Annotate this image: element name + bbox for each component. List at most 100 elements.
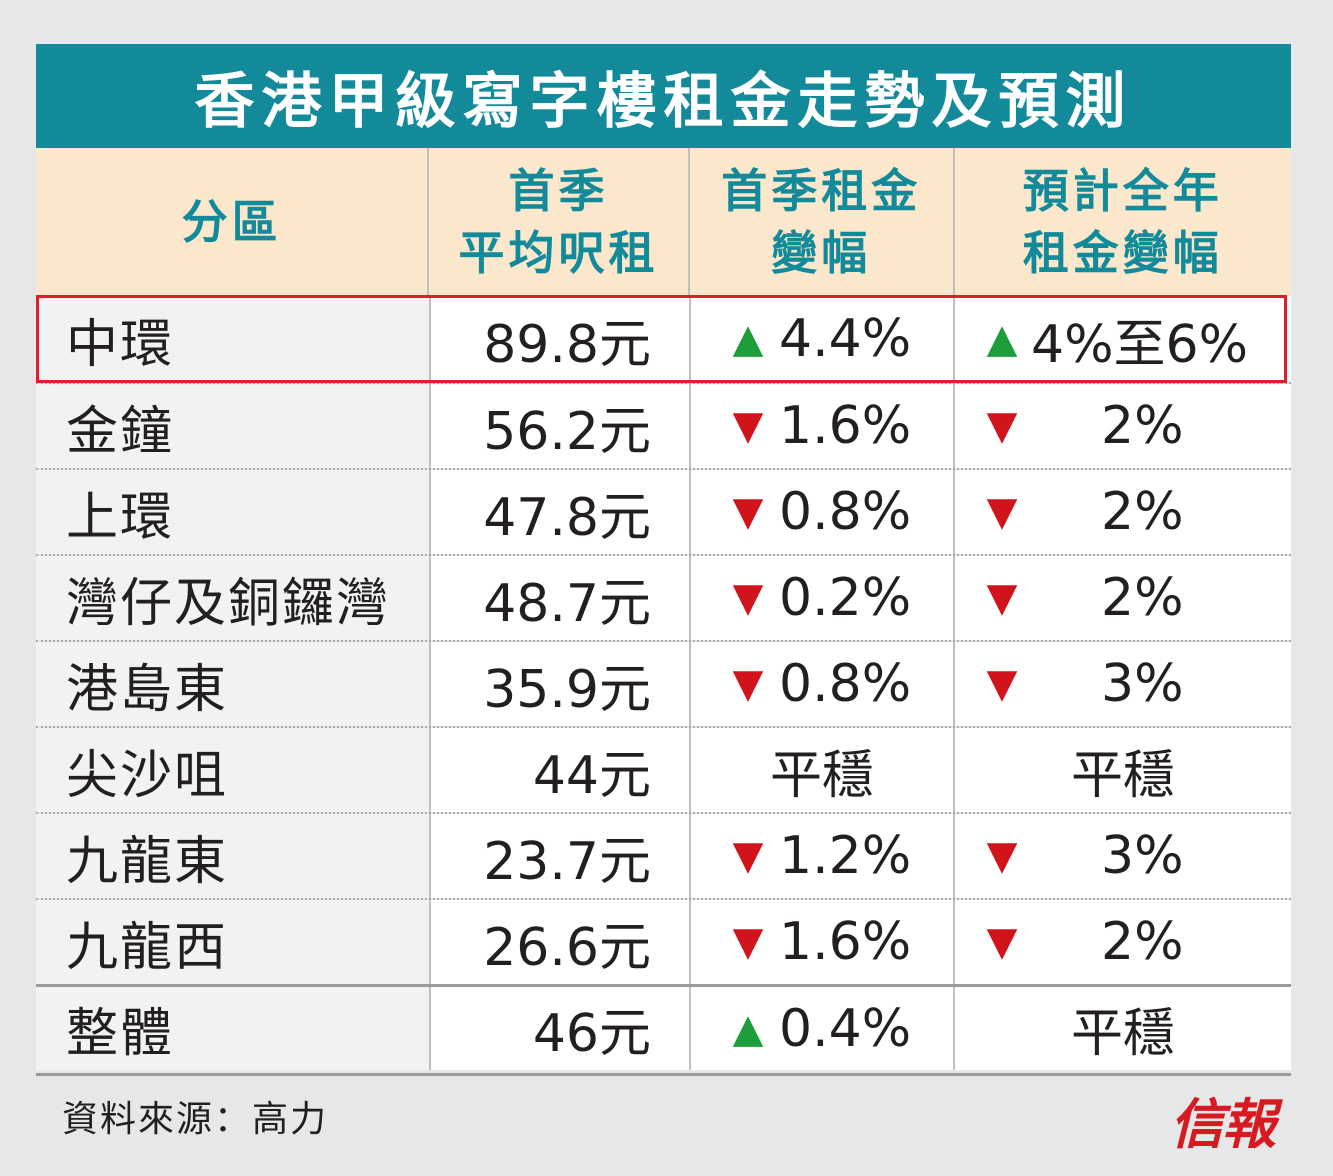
avg-rent-value: 89.8元 (483, 314, 651, 375)
q1-change-cell: ▼ 0.2% (689, 556, 953, 640)
arrow-up-icon: ▲ (986, 316, 1018, 362)
table-bottom-rule (36, 1073, 1291, 1076)
forecast-cell: ▼ 3% (953, 814, 1291, 898)
district-name: 九龍西 (66, 917, 229, 978)
district-cell: 尖沙咀 (36, 728, 429, 812)
forecast-cell-value: 3% (1101, 826, 1184, 886)
arrow-down-icon: ▼ (732, 661, 764, 707)
table-row: 港島東 35.9元 ▼ 0.8% ▼ 3% (36, 640, 1291, 726)
avg-rent-cell: 47.8元 (429, 470, 689, 554)
forecast-cell: ▼ 2% (953, 384, 1291, 468)
q1-change-cell-value: 0.8% (779, 654, 912, 714)
arrow-down-icon: ▼ (986, 833, 1018, 879)
district-name: 灣仔及銅鑼灣 (66, 573, 391, 634)
arrow-down-icon: ▼ (986, 403, 1018, 449)
forecast-cell-text: 平穩 (1070, 745, 1175, 806)
district-cell: 九龍西 (36, 900, 429, 984)
district-name: 尖沙咀 (66, 745, 229, 806)
avg-rent-value: 23.7元 (483, 831, 651, 892)
district-name: 中環 (66, 314, 175, 375)
arrow-down-icon: ▼ (732, 489, 764, 535)
district-cell: 港島東 (36, 642, 429, 726)
district-name: 整體 (66, 1004, 175, 1064)
avg-rent-value: 46元 (532, 1004, 651, 1064)
q1-change-cell-value: 1.6% (779, 912, 912, 972)
header-q1-change-line2: 變幅 (771, 226, 872, 280)
q1-change-cell-value: 1.6% (779, 396, 912, 456)
arrow-up-icon: ▲ (732, 316, 764, 362)
table-row: 金鐘 56.2元 ▼ 1.6% ▼ 2% (36, 382, 1291, 468)
q1-change-cell: ▼ 0.8% (689, 470, 953, 554)
avg-rent-cell: 46元 (429, 987, 689, 1070)
q1-change-cell-value: 1.2% (779, 826, 912, 886)
header-forecast-line2: 租金變幅 (1022, 226, 1223, 280)
source-note: 資料來源：高力 (62, 1099, 329, 1140)
avg-rent-cell: 89.8元 (429, 296, 689, 382)
arrow-down-icon: ▼ (732, 833, 764, 879)
forecast-cell-value: 2% (1101, 482, 1184, 542)
table-row: 尖沙咀 44元 平穩 平穩 (36, 726, 1291, 812)
header-q1-change: 首季租金 變幅 (687, 148, 953, 296)
table-row: 中環 89.8元 ▲ 4.4% ▲ 4%至6% (36, 296, 1291, 382)
q1-change-cell-text: 平穩 (769, 745, 874, 806)
arrow-down-icon: ▼ (732, 919, 764, 965)
table-header: 分區 首季 平均呎租 首季租金 變幅 預計全年 租金變幅 (36, 148, 1291, 296)
avg-rent-value: 35.9元 (483, 659, 651, 720)
district-name: 金鐘 (66, 401, 175, 462)
q1-change-cell: ▲ 0.4% (689, 987, 953, 1070)
header-district-label: 分區 (181, 195, 282, 249)
forecast-cell-value: 2% (1101, 912, 1184, 972)
avg-rent-value: 56.2元 (483, 401, 651, 462)
header-avg-rent-line2: 平均呎租 (458, 226, 659, 280)
forecast-cell-value: 2% (1101, 396, 1184, 456)
table-body: 中環 89.8元 ▲ 4.4% ▲ 4%至6% 金鐘 56.2元 ▼ 1.6% ▼ 2% 上環 47.8元… (36, 296, 1291, 1070)
q1-change-cell-value: 0.4% (779, 998, 912, 1059)
header-avg-rent: 首季 平均呎租 (427, 148, 688, 296)
publisher-logo: 信報 (1170, 1092, 1276, 1156)
forecast-cell: ▲ 4%至6% (953, 296, 1291, 382)
avg-rent-value: 26.6元 (483, 917, 651, 978)
q1-change-cell-value: 0.8% (779, 482, 912, 542)
q1-change-cell: 平穩 (689, 728, 953, 812)
q1-change-cell: ▲ 4.4% (689, 296, 953, 382)
chart-title: 香港甲級寫字樓租金走勢及預測 (36, 44, 1291, 148)
table-row: 灣仔及銅鑼灣 48.7元 ▼ 0.2% ▼ 2% (36, 554, 1291, 640)
avg-rent-cell: 44元 (429, 728, 689, 812)
arrow-down-icon: ▼ (986, 919, 1018, 965)
table-row: 上環 47.8元 ▼ 0.8% ▼ 2% (36, 468, 1291, 554)
avg-rent-value: 47.8元 (483, 487, 651, 548)
forecast-cell-value: 3% (1101, 654, 1184, 714)
forecast-cell: 平穩 (953, 728, 1291, 812)
district-cell: 中環 (36, 296, 429, 382)
district-cell: 金鐘 (36, 384, 429, 468)
q1-change-cell-value: 0.2% (779, 568, 912, 628)
arrow-down-icon: ▼ (732, 575, 764, 621)
avg-rent-cell: 23.7元 (429, 814, 689, 898)
table-row: 九龍西 26.6元 ▼ 1.6% ▼ 2% (36, 898, 1291, 984)
district-name: 上環 (66, 487, 175, 548)
arrow-down-icon: ▼ (986, 489, 1018, 535)
avg-rent-cell: 35.9元 (429, 642, 689, 726)
forecast-cell-text: 平穩 (1070, 1004, 1175, 1064)
forecast-cell: ▼ 2% (953, 900, 1291, 984)
avg-rent-cell: 48.7元 (429, 556, 689, 640)
header-district: 分區 (36, 148, 427, 296)
avg-rent-value: 48.7元 (483, 573, 651, 634)
header-avg-rent-line1: 首季 (508, 164, 609, 218)
arrow-down-icon: ▼ (986, 661, 1018, 707)
arrow-up-icon: ▲ (732, 1005, 764, 1052)
district-name: 港島東 (66, 659, 229, 720)
arrow-down-icon: ▼ (732, 403, 764, 449)
forecast-cell: ▼ 2% (953, 556, 1291, 640)
avg-rent-cell: 56.2元 (429, 384, 689, 468)
district-cell: 九龍東 (36, 814, 429, 898)
district-name: 九龍東 (66, 831, 229, 892)
forecast-cell: ▼ 2% (953, 470, 1291, 554)
avg-rent-cell: 26.6元 (429, 900, 689, 984)
district-cell: 上環 (36, 470, 429, 554)
district-cell: 灣仔及銅鑼灣 (36, 556, 429, 640)
q1-change-cell: ▼ 0.8% (689, 642, 953, 726)
header-q1-change-line1: 首季租金 (721, 164, 922, 218)
q1-change-cell: ▼ 1.6% (689, 900, 953, 984)
header-forecast: 預計全年 租金變幅 (952, 148, 1291, 296)
